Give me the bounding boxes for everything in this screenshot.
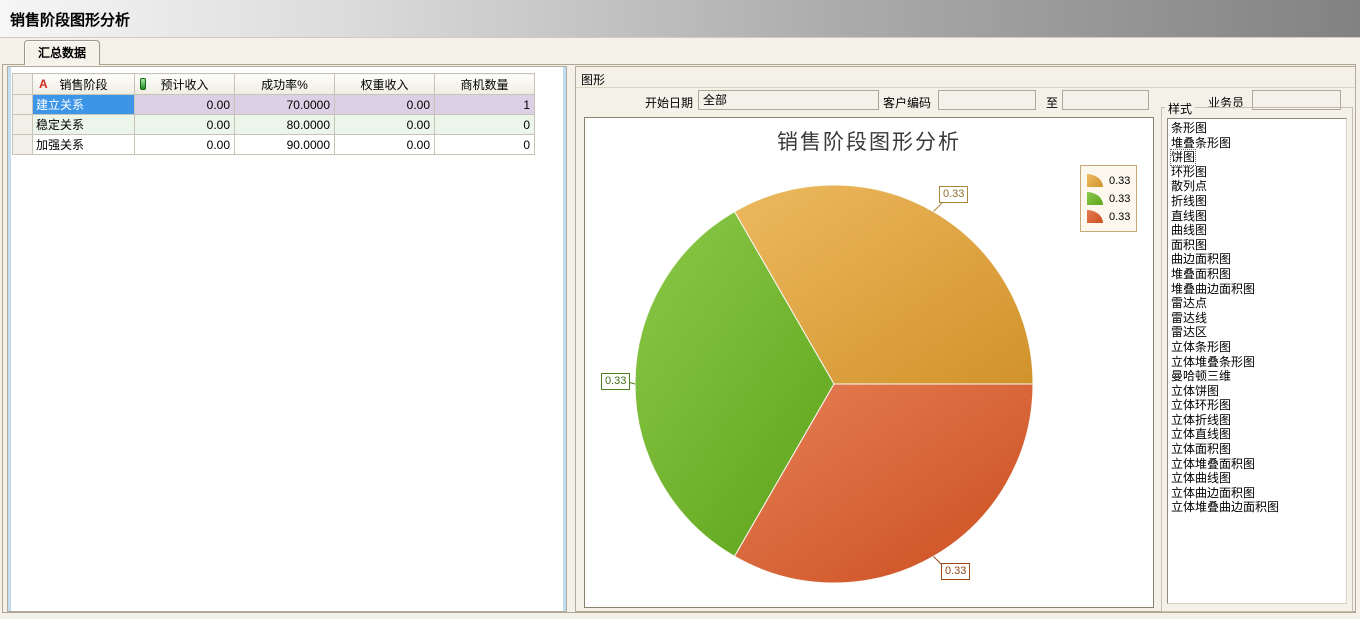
cell-stage-selected[interactable]: 建立关系: [32, 94, 135, 115]
chart-style-list: 条形图 堆叠条形图 饼图 环形图 散列点 折线图 直线图 曲线图 面积图 曲边面…: [1167, 118, 1347, 604]
style-list-item[interactable]: 立体堆叠面积图: [1171, 456, 1256, 471]
row-indicator-cell[interactable]: [12, 134, 33, 155]
style-list-item[interactable]: 立体条形图: [1171, 339, 1232, 354]
legend-swatch-green-icon: [1087, 192, 1103, 205]
cell-count[interactable]: 0: [434, 134, 535, 155]
slice-label-green: 0.33: [601, 373, 631, 390]
table-row: 稳定关系 0.00 80.0000 0.00 0: [12, 114, 535, 135]
column-header-success-rate[interactable]: 成功率%: [234, 73, 335, 95]
customer-code-label: 客户编码: [883, 96, 932, 110]
pie-slice-red: [733, 383, 1034, 584]
style-list-item[interactable]: 立体堆叠条形图: [1171, 354, 1256, 369]
salesman-input[interactable]: [1252, 90, 1341, 110]
column-header-expected-income[interactable]: 预计收入: [134, 73, 235, 95]
cell-count[interactable]: 1: [434, 94, 535, 115]
style-list-item-selected[interactable]: 饼图: [1169, 149, 1197, 166]
cell-weighted[interactable]: 0.00: [334, 94, 435, 115]
table-row: 建立关系 0.00 70.0000 0.00 1: [12, 94, 535, 115]
style-list-item[interactable]: 立体直线图: [1171, 427, 1232, 442]
cell-weighted[interactable]: 0.00: [334, 114, 435, 135]
cell-expected[interactable]: 0.00: [134, 134, 235, 155]
table-row: 加强关系 0.00 90.0000 0.00 0: [12, 134, 535, 155]
style-list-item[interactable]: 曼哈顿三维: [1171, 369, 1232, 384]
style-list-item[interactable]: 曲线图: [1171, 223, 1208, 238]
style-list-item[interactable]: 雷达区: [1171, 325, 1208, 340]
pie-slice-orange: [733, 184, 1034, 385]
column-header-opportunity-count[interactable]: 商机数量: [434, 73, 535, 95]
style-list-item[interactable]: 立体曲线图: [1171, 471, 1232, 486]
row-indicator-cell[interactable]: [12, 94, 33, 115]
tab-summary-data[interactable]: 汇总数据: [24, 40, 101, 65]
sales-stage-table: A 销售阶段 预计收入 成功率% 权重收入 商机数量 建立关系 0.00 70.0…: [12, 73, 535, 155]
column-header-weighted-income[interactable]: 权重收入: [334, 73, 435, 95]
style-list-item[interactable]: 雷达点: [1171, 296, 1208, 311]
start-date-label: 开始日期: [645, 96, 694, 110]
field-type-icon: [140, 78, 146, 90]
cell-weighted[interactable]: 0.00: [334, 134, 435, 155]
cell-expected[interactable]: 0.00: [134, 94, 235, 115]
legend-item: 0.33: [1087, 190, 1130, 207]
salesman-label: 业务员: [1208, 96, 1245, 110]
style-list-item[interactable]: 立体折线图: [1171, 412, 1232, 427]
legend-item: 0.33: [1087, 208, 1130, 225]
style-list-item[interactable]: 条形图: [1171, 121, 1208, 135]
style-list-item[interactable]: 立体曲边面积图: [1171, 485, 1256, 500]
column-header-stage[interactable]: A 销售阶段: [32, 73, 135, 95]
style-list-item[interactable]: 堆叠面积图: [1171, 266, 1232, 281]
pie-chart: [627, 184, 1034, 584]
label-connector-orange: [933, 201, 944, 212]
legend-swatch-red-icon: [1087, 210, 1103, 223]
cell-count[interactable]: 0: [434, 114, 535, 135]
style-groupbox: 样式 条形图 堆叠条形图 饼图 环形图 散列点 折线图 直线图 曲线图 面积图 …: [1161, 100, 1353, 612]
cell-expected[interactable]: 0.00: [134, 114, 235, 135]
to-label: 至: [1046, 96, 1059, 110]
graph-panel-caption: 图形: [576, 67, 1355, 88]
chart-title: 销售阶段图形分析: [777, 130, 961, 154]
summary-table-panel: A 销售阶段 预计收入 成功率% 权重收入 商机数量 建立关系 0.00 70.0…: [7, 66, 567, 612]
style-list-item[interactable]: 散列点: [1171, 179, 1208, 194]
table-header-row: A 销售阶段 预计收入 成功率% 权重收入 商机数量: [12, 73, 535, 95]
style-list-item[interactable]: 雷达线: [1171, 310, 1208, 325]
style-list-item[interactable]: 立体堆叠曲边面积图: [1171, 500, 1280, 515]
graph-panel: 图形 开始日期 全部 客户编码 至 业务员 销售阶段图形分析 0.33 0.33…: [575, 66, 1356, 612]
style-list-item[interactable]: 直线图: [1171, 208, 1208, 223]
slice-label-orange: 0.33: [939, 186, 969, 203]
cell-rate[interactable]: 70.0000: [234, 94, 335, 115]
sort-a-icon: A: [39, 77, 48, 91]
style-list-item[interactable]: 曲边面积图: [1171, 252, 1232, 267]
cell-rate[interactable]: 80.0000: [234, 114, 335, 135]
pie-chart-area: 销售阶段图形分析 0.33 0.33 0.33 0.33 0.33 0.33: [584, 117, 1154, 608]
legend-swatch-orange-icon: [1087, 174, 1103, 187]
cell-rate[interactable]: 90.0000: [234, 134, 335, 155]
style-list-item[interactable]: 立体环形图: [1171, 398, 1232, 413]
style-list-item[interactable]: 立体饼图: [1171, 383, 1220, 398]
start-date-input[interactable]: 全部: [698, 90, 879, 110]
slice-label-red: 0.33: [941, 563, 971, 580]
chart-legend: 0.33 0.33 0.33: [1080, 165, 1138, 232]
window-title-bar: 销售阶段图形分析: [0, 0, 1360, 38]
style-list-item[interactable]: 立体面积图: [1171, 442, 1232, 457]
style-list-item[interactable]: 折线图: [1171, 193, 1208, 208]
style-list-item[interactable]: 堆叠曲边面积图: [1171, 281, 1256, 296]
customer-code-to-input[interactable]: [1062, 90, 1149, 110]
row-indicator-cell[interactable]: [12, 114, 33, 135]
cell-stage[interactable]: 加强关系: [32, 134, 135, 155]
style-group-label: 样式: [1165, 100, 1196, 117]
customer-code-input[interactable]: [938, 90, 1036, 110]
style-list-item[interactable]: 堆叠条形图: [1171, 135, 1232, 150]
page-title: 销售阶段图形分析: [10, 12, 131, 29]
row-indicator-header: [12, 73, 33, 95]
cell-stage[interactable]: 稳定关系: [32, 114, 135, 135]
legend-item: 0.33: [1087, 172, 1130, 189]
style-list-item[interactable]: 环形图: [1171, 164, 1208, 179]
style-list-item[interactable]: 面积图: [1171, 237, 1208, 252]
